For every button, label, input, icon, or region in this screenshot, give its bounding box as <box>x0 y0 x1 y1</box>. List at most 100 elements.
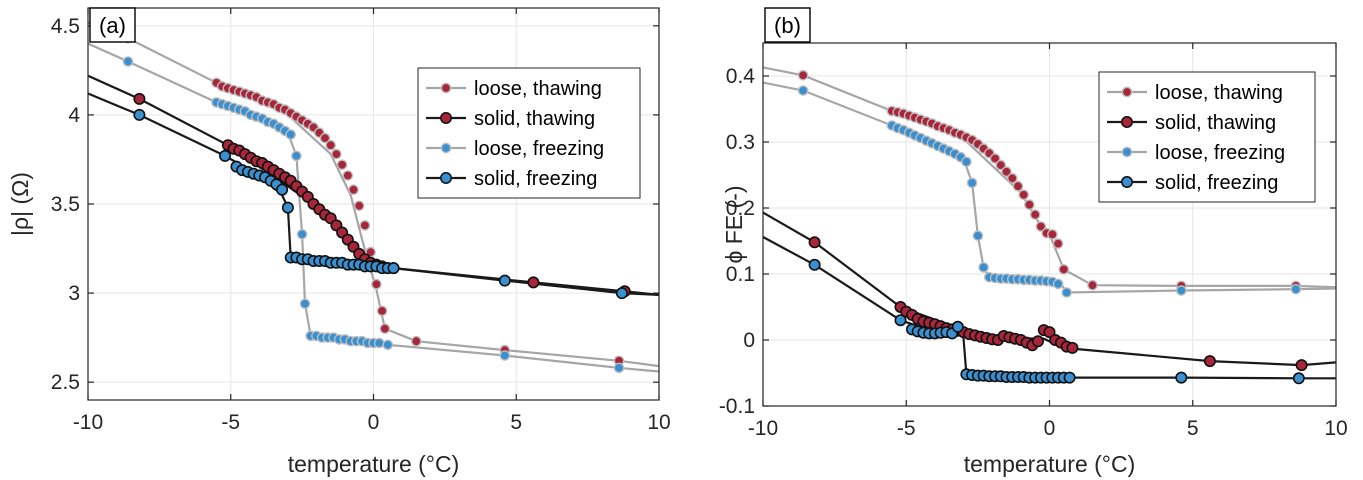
data-point <box>1203 355 1216 368</box>
legend-entry-label: loose, thawing <box>474 78 602 100</box>
legend-entry-label: loose, freezing <box>1155 142 1285 164</box>
data-point <box>1029 209 1041 220</box>
x-axis-label: temperature (°C) <box>288 451 460 477</box>
panel-tag-box <box>89 7 136 43</box>
data-point <box>951 320 964 333</box>
legend: loose, thawing solid, thawing loose, freez… <box>417 67 641 199</box>
data-point <box>527 276 540 289</box>
x-tick-label: 10 <box>647 411 670 434</box>
legend-swatch-marker <box>1121 176 1133 188</box>
legend-swatch-marker <box>1121 86 1133 98</box>
y-tick-label: 0.3 <box>726 131 755 154</box>
data-point <box>1012 180 1024 192</box>
data-point <box>1052 278 1064 290</box>
data-point <box>353 200 365 212</box>
y-tick-label: 3 <box>68 282 80 305</box>
data-point <box>1061 287 1072 298</box>
legend-swatch-marker <box>440 172 452 184</box>
data-point <box>373 337 385 349</box>
data-point <box>1035 221 1047 232</box>
data-point <box>1063 371 1076 384</box>
panel-tag: (b) <box>764 7 811 43</box>
data-point <box>1007 172 1018 184</box>
legend-swatch-marker <box>440 112 452 124</box>
x-tick-label: -5 <box>221 411 240 434</box>
y-tick-label: 4 <box>68 104 80 127</box>
data-point <box>1295 359 1308 372</box>
legend-entry-label: solid, thawing <box>1155 112 1276 134</box>
panel-tag-label: (a) <box>99 13 126 38</box>
data-point <box>133 92 146 105</box>
legend-swatch-marker <box>440 142 452 154</box>
data-point <box>1018 189 1030 201</box>
data-point <box>342 170 354 181</box>
legend-swatch-marker <box>440 82 452 94</box>
x-tick-label: -5 <box>897 417 916 440</box>
data-point <box>285 129 297 140</box>
data-point <box>291 150 302 162</box>
data-point <box>276 183 289 196</box>
y-tick-label: 0.4 <box>726 65 756 88</box>
data-point <box>498 274 511 287</box>
panel-b: -10 -5 0 5 10 -0.1 0 0.1 0.2 0.3 0.4 temperature (°… <box>719 7 1348 477</box>
legend-box <box>417 67 641 199</box>
data-point <box>972 230 984 241</box>
data-point <box>1292 372 1305 385</box>
x-tick-label: 5 <box>1187 417 1199 440</box>
data-point <box>1047 229 1058 240</box>
data-point <box>808 236 821 249</box>
data-point <box>1032 335 1045 348</box>
panel-tag-label: (b) <box>774 13 801 38</box>
data-point <box>797 70 809 81</box>
data-point <box>978 262 989 273</box>
x-tick-label: 5 <box>510 411 522 434</box>
panel-tag: (a) <box>89 7 136 43</box>
data-point <box>122 56 134 67</box>
data-point <box>1066 341 1079 354</box>
y-tick-label: 0.1 <box>726 263 755 286</box>
legend-entry-label: loose, thawing <box>1155 82 1283 104</box>
y-tick-label: 0 <box>743 329 755 352</box>
data-point <box>995 159 1007 171</box>
data-point <box>133 108 146 121</box>
x-tick-label: -10 <box>748 417 778 440</box>
data-point <box>371 278 382 290</box>
legend-entry-label: solid, freezing <box>474 168 597 190</box>
data-point <box>808 258 821 271</box>
data-point <box>894 314 907 327</box>
data-point <box>359 220 371 231</box>
x-tick-label: -10 <box>73 411 103 434</box>
y-axis-label: ϕ FE (-) <box>721 185 747 263</box>
data-point <box>615 287 628 300</box>
series-group <box>87 21 660 374</box>
series-line-loose-freezing <box>87 42 660 373</box>
panel-a: -10 -5 0 5 10 2.5 3 3.5 4 4.5 temperature (°C) |ρ| … <box>7 7 671 477</box>
legend-entry-label: loose, freezing <box>474 138 604 160</box>
data-point <box>296 228 308 240</box>
y-tick-label: 4.5 <box>51 15 80 38</box>
data-point <box>1290 283 1302 295</box>
data-point <box>379 323 391 335</box>
legend-entry-label: solid, thawing <box>474 108 595 130</box>
x-tick-label: 0 <box>368 411 380 434</box>
data-point <box>989 153 1001 164</box>
legend-box <box>1098 71 1316 203</box>
x-axis-label: temperature (°C) <box>964 451 1136 477</box>
data-point <box>1024 199 1035 210</box>
y-tick-label: 2.5 <box>51 371 80 394</box>
y-tick-label: 3.5 <box>51 193 80 216</box>
legend: loose, thawing solid, thawing loose, freez… <box>1098 71 1316 203</box>
data-point <box>1052 238 1064 249</box>
data-point <box>319 132 331 144</box>
data-point <box>797 85 809 96</box>
panel-tag-box <box>764 7 811 43</box>
x-tick-label: 10 <box>1324 417 1347 440</box>
data-point <box>382 339 394 351</box>
data-point <box>1001 166 1012 177</box>
data-point <box>1058 264 1070 275</box>
y-tick-label: -0.1 <box>719 395 755 418</box>
data-point <box>961 156 972 168</box>
y-tick-label: 0.2 <box>726 197 755 220</box>
data-point <box>499 350 511 361</box>
